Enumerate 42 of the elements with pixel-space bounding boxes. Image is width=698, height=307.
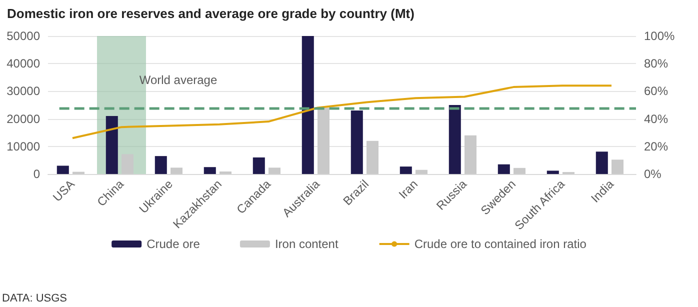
text: DATA: USGS (2, 292, 67, 304)
y2-tick-label: 20% (644, 139, 668, 154)
bar (252, 157, 265, 174)
bar (56, 166, 69, 174)
x-tick-label: Iran (396, 177, 420, 202)
chart-title: Domestic iron ore reserves and average ore grade by country (Mt) (7, 6, 414, 21)
bar (400, 166, 412, 174)
legend-label: Crude ore to contained iron ratio (414, 237, 587, 251)
bar (366, 140, 378, 174)
bar (464, 135, 476, 174)
bar (204, 167, 216, 174)
y2-tick-label: 40% (644, 112, 668, 126)
x-tick-label: USA (50, 177, 78, 204)
bar (122, 154, 134, 174)
y-tick-label: 40000 (6, 56, 40, 71)
y-tick-label: 0 (33, 167, 40, 181)
bar (498, 164, 510, 174)
y2-tick-label: 100% (644, 29, 676, 43)
bar (154, 156, 167, 174)
bar (106, 116, 118, 174)
legend-label: Iron content (274, 237, 339, 251)
y-tick-label: 20000 (6, 112, 40, 126)
bar (448, 105, 461, 174)
bar (268, 168, 280, 174)
y-tick-label: 10000 (6, 139, 40, 154)
bar (596, 152, 608, 174)
y-tick-label: 50000 (6, 29, 40, 43)
y2-tick-label: 0% (644, 167, 662, 181)
bar (302, 36, 314, 174)
legend-label: Crude ore (146, 237, 200, 251)
ref-line-label: World average (139, 72, 218, 87)
bar (350, 110, 363, 174)
bar (170, 168, 182, 174)
y2-tick-label: 80% (644, 56, 668, 71)
bar (318, 108, 330, 174)
y2-tick-label: 60% (644, 84, 668, 98)
y-tick-label: 30000 (6, 84, 40, 98)
bar (546, 170, 559, 174)
bar (612, 160, 624, 174)
bar (514, 168, 526, 174)
line-series (72, 84, 612, 140)
bar (416, 170, 428, 174)
